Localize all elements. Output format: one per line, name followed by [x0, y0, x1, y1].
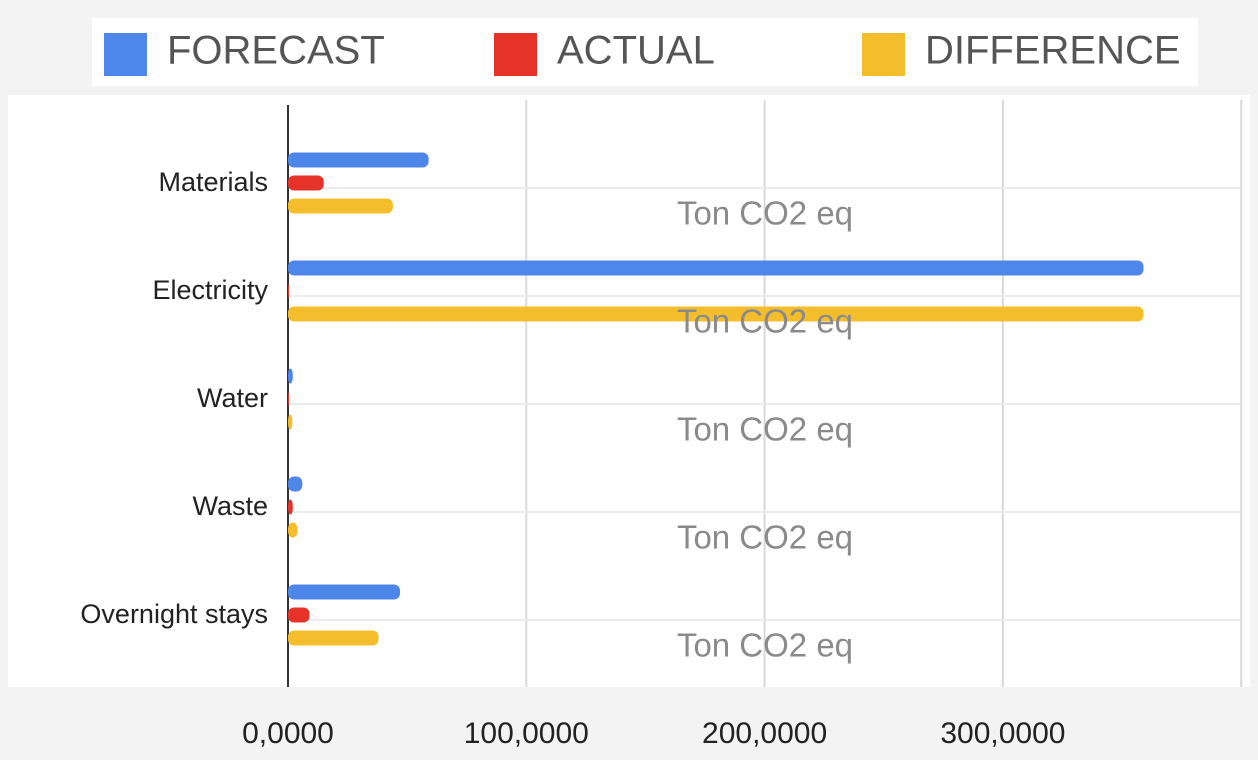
x-tick-label: 300,0000	[940, 717, 1065, 750]
bar	[288, 368, 293, 384]
legend-label: DIFFERENCE	[925, 29, 1181, 73]
annotation: Ton CO2 eq	[677, 303, 853, 340]
annotation: Ton CO2 eq	[677, 411, 853, 448]
bar	[288, 260, 1144, 276]
legend-box	[92, 18, 1198, 86]
legend-label: FORECAST	[167, 29, 385, 73]
x-tick-label: 200,0000	[702, 717, 827, 750]
bar	[288, 584, 401, 600]
y-tick-label: Materials	[158, 167, 268, 197]
bar	[288, 198, 393, 214]
legend-swatch	[104, 33, 147, 76]
plot-area	[8, 95, 1250, 687]
legend-label: ACTUAL	[557, 29, 715, 73]
bar	[288, 522, 298, 538]
annotation: Ton CO2 eq	[677, 519, 853, 556]
annotation: Ton CO2 eq	[677, 195, 853, 232]
bar	[288, 175, 324, 191]
bar	[288, 414, 293, 430]
bar	[288, 607, 310, 623]
y-tick-label: Overnight stays	[80, 599, 268, 629]
x-tick-label: 100,0000	[464, 717, 589, 750]
annotation: Ton CO2 eq	[677, 627, 853, 664]
legend-swatch	[494, 33, 537, 76]
y-tick-label: Water	[197, 383, 268, 413]
x-tick-label: 0,0000	[242, 717, 334, 750]
bar	[288, 306, 1144, 322]
bar	[288, 391, 289, 407]
legend-swatch	[862, 33, 905, 76]
bar	[288, 630, 379, 646]
bar	[288, 283, 289, 299]
bar	[288, 499, 293, 515]
y-tick-label: Electricity	[152, 275, 268, 305]
bar	[288, 476, 303, 492]
bar	[288, 152, 429, 168]
y-tick-label: Waste	[192, 491, 268, 521]
